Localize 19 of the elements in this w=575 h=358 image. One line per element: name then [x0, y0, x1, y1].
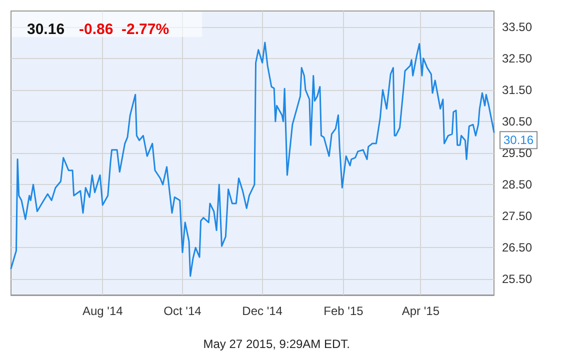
y-tick-label: 25.50: [502, 272, 532, 286]
annotation: 30.16: [504, 133, 534, 148]
y-tick-label: 27.50: [502, 209, 532, 224]
y-tick-label: 32.50: [502, 51, 532, 66]
x-tick-label: Dec '14: [242, 304, 283, 318]
text: 30.16: [27, 21, 65, 38]
y-tick-label: 31.50: [502, 82, 532, 97]
x-tick-label: Apr '15: [402, 304, 440, 318]
line-series: [10, 42, 495, 277]
y-tick-label: 33.50: [502, 20, 532, 34]
text: -0.86 -2.77%: [79, 21, 170, 38]
y-tick-label: 28.50: [502, 178, 532, 192]
text: May 27 2015, 9:29AM EDT.: [203, 337, 350, 351]
x-tick-label: Oct '14: [164, 304, 202, 318]
y-tick-label: 30.50: [502, 114, 532, 128]
y-tick-label: 29.50: [502, 146, 532, 160]
y-tick-label: 26.50: [502, 240, 532, 255]
x-tick-label: Feb '15: [324, 304, 364, 318]
x-tick-label: Aug '14: [82, 304, 124, 318]
